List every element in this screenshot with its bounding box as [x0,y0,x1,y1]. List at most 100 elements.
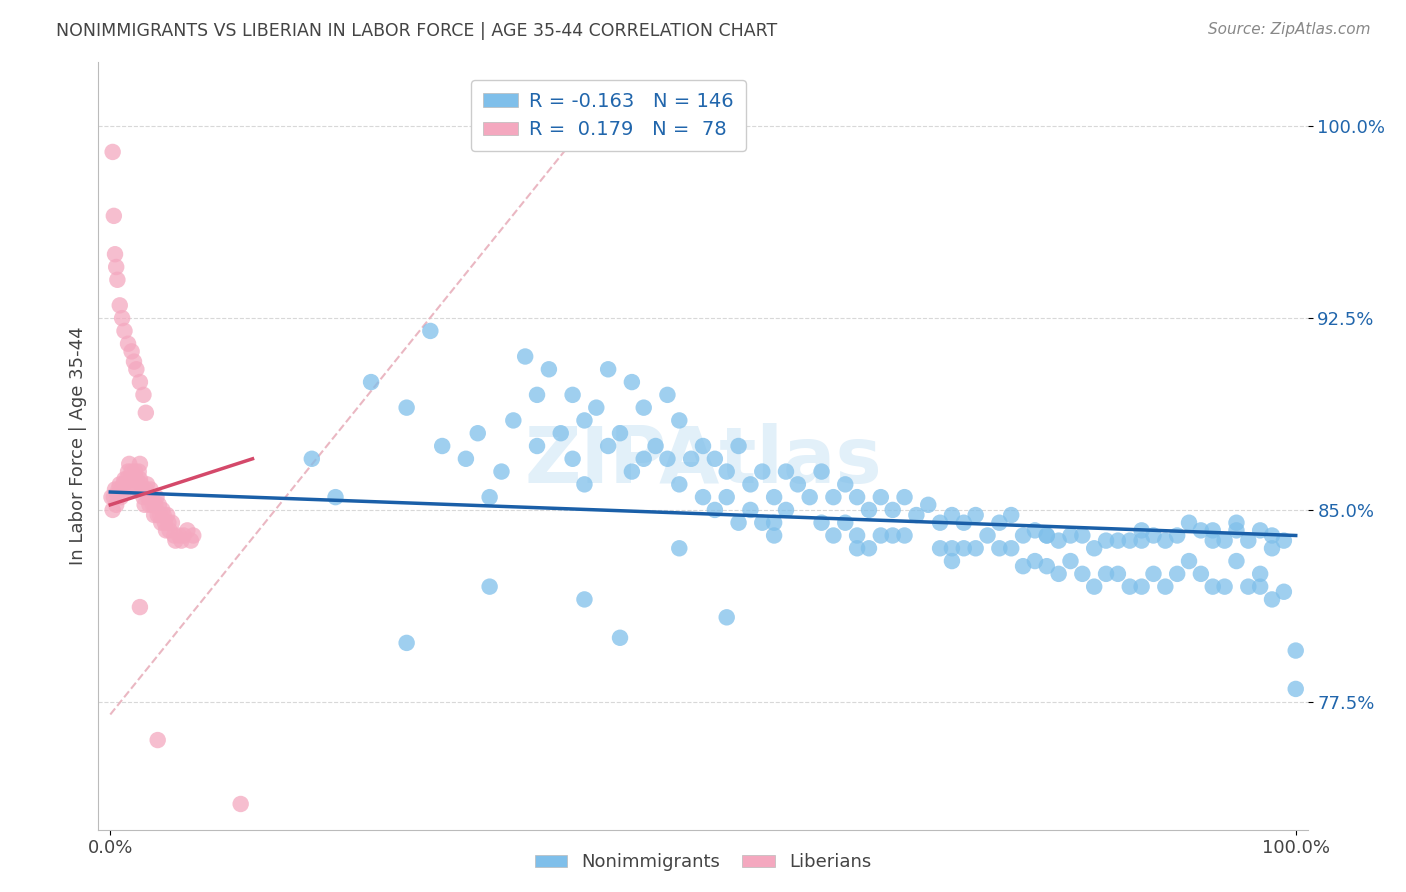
Nonimmigrants [775,503,797,517]
Nonimmigrants [917,498,939,512]
Liberians [120,472,142,486]
Liberians [111,483,134,497]
Nonimmigrants [620,465,643,479]
Nonimmigrants [763,490,786,504]
Liberians [156,508,179,522]
Nonimmigrants [609,426,631,441]
Nonimmigrants [526,439,548,453]
Nonimmigrants [1119,580,1142,594]
Nonimmigrants [823,490,845,504]
Nonimmigrants [941,541,963,556]
Liberians [170,533,193,548]
Nonimmigrants [478,490,501,504]
Nonimmigrants [360,375,382,389]
Nonimmigrants [869,490,891,504]
Nonimmigrants [965,541,987,556]
Liberians [100,490,122,504]
Nonimmigrants [1142,566,1164,581]
Nonimmigrants [976,528,998,542]
Nonimmigrants [1202,533,1225,548]
Nonimmigrants [1213,580,1236,594]
Liberians [138,498,160,512]
Nonimmigrants [395,636,418,650]
Liberians [129,600,152,615]
Nonimmigrants [454,451,477,466]
Liberians [134,498,156,512]
Nonimmigrants [1083,541,1105,556]
Nonimmigrants [1154,533,1177,548]
Liberians [173,528,195,542]
Nonimmigrants [301,451,323,466]
Liberians [121,344,143,359]
Liberians [135,483,157,497]
Nonimmigrants [1272,584,1295,599]
Nonimmigrants [727,439,749,453]
Nonimmigrants [1225,516,1247,530]
Liberians [107,483,129,497]
Nonimmigrants [633,451,655,466]
Nonimmigrants [952,541,974,556]
Text: Source: ZipAtlas.com: Source: ZipAtlas.com [1208,22,1371,37]
Liberians [153,516,176,530]
Nonimmigrants [1237,533,1260,548]
Nonimmigrants [1261,592,1284,607]
Nonimmigrants [893,490,915,504]
Nonimmigrants [550,426,572,441]
Nonimmigrants [561,451,583,466]
Liberians [121,483,143,497]
Liberians [139,483,162,497]
Liberians [111,311,134,326]
Nonimmigrants [419,324,441,338]
Nonimmigrants [929,541,952,556]
Liberians [112,477,135,491]
Liberians [121,465,143,479]
Nonimmigrants [882,503,904,517]
Nonimmigrants [810,465,832,479]
Liberians [114,483,136,497]
Nonimmigrants [952,516,974,530]
Liberians [148,498,170,512]
Liberians [108,477,131,491]
Liberians [152,508,174,522]
Nonimmigrants [657,451,679,466]
Nonimmigrants [526,388,548,402]
Liberians [114,324,136,338]
Liberians [118,457,141,471]
Liberians [165,533,187,548]
Nonimmigrants [668,413,690,427]
Nonimmigrants [574,477,596,491]
Liberians [117,336,139,351]
Liberians [145,490,167,504]
Nonimmigrants [478,580,501,594]
Nonimmigrants [668,541,690,556]
Nonimmigrants [1059,528,1081,542]
Nonimmigrants [727,516,749,530]
Nonimmigrants [1047,533,1070,548]
Nonimmigrants [515,350,537,364]
Nonimmigrants [1249,566,1271,581]
Liberians [146,733,169,747]
Liberians [105,498,128,512]
Liberians [132,490,155,504]
Nonimmigrants [561,388,583,402]
Nonimmigrants [1166,528,1188,542]
Y-axis label: In Labor Force | Age 35-44: In Labor Force | Age 35-44 [69,326,87,566]
Nonimmigrants [1119,533,1142,548]
Nonimmigrants [775,465,797,479]
Liberians [122,354,145,368]
Nonimmigrants [941,554,963,568]
Nonimmigrants [1202,524,1225,538]
Liberians [181,528,204,542]
Liberians [105,487,128,501]
Nonimmigrants [1000,541,1022,556]
Liberians [160,516,183,530]
Nonimmigrants [574,592,596,607]
Nonimmigrants [763,528,786,542]
Nonimmigrants [1285,643,1308,657]
Nonimmigrants [799,490,821,504]
Nonimmigrants [810,516,832,530]
Nonimmigrants [1261,528,1284,542]
Liberians [125,472,148,486]
Nonimmigrants [763,516,786,530]
Liberians [122,472,145,486]
